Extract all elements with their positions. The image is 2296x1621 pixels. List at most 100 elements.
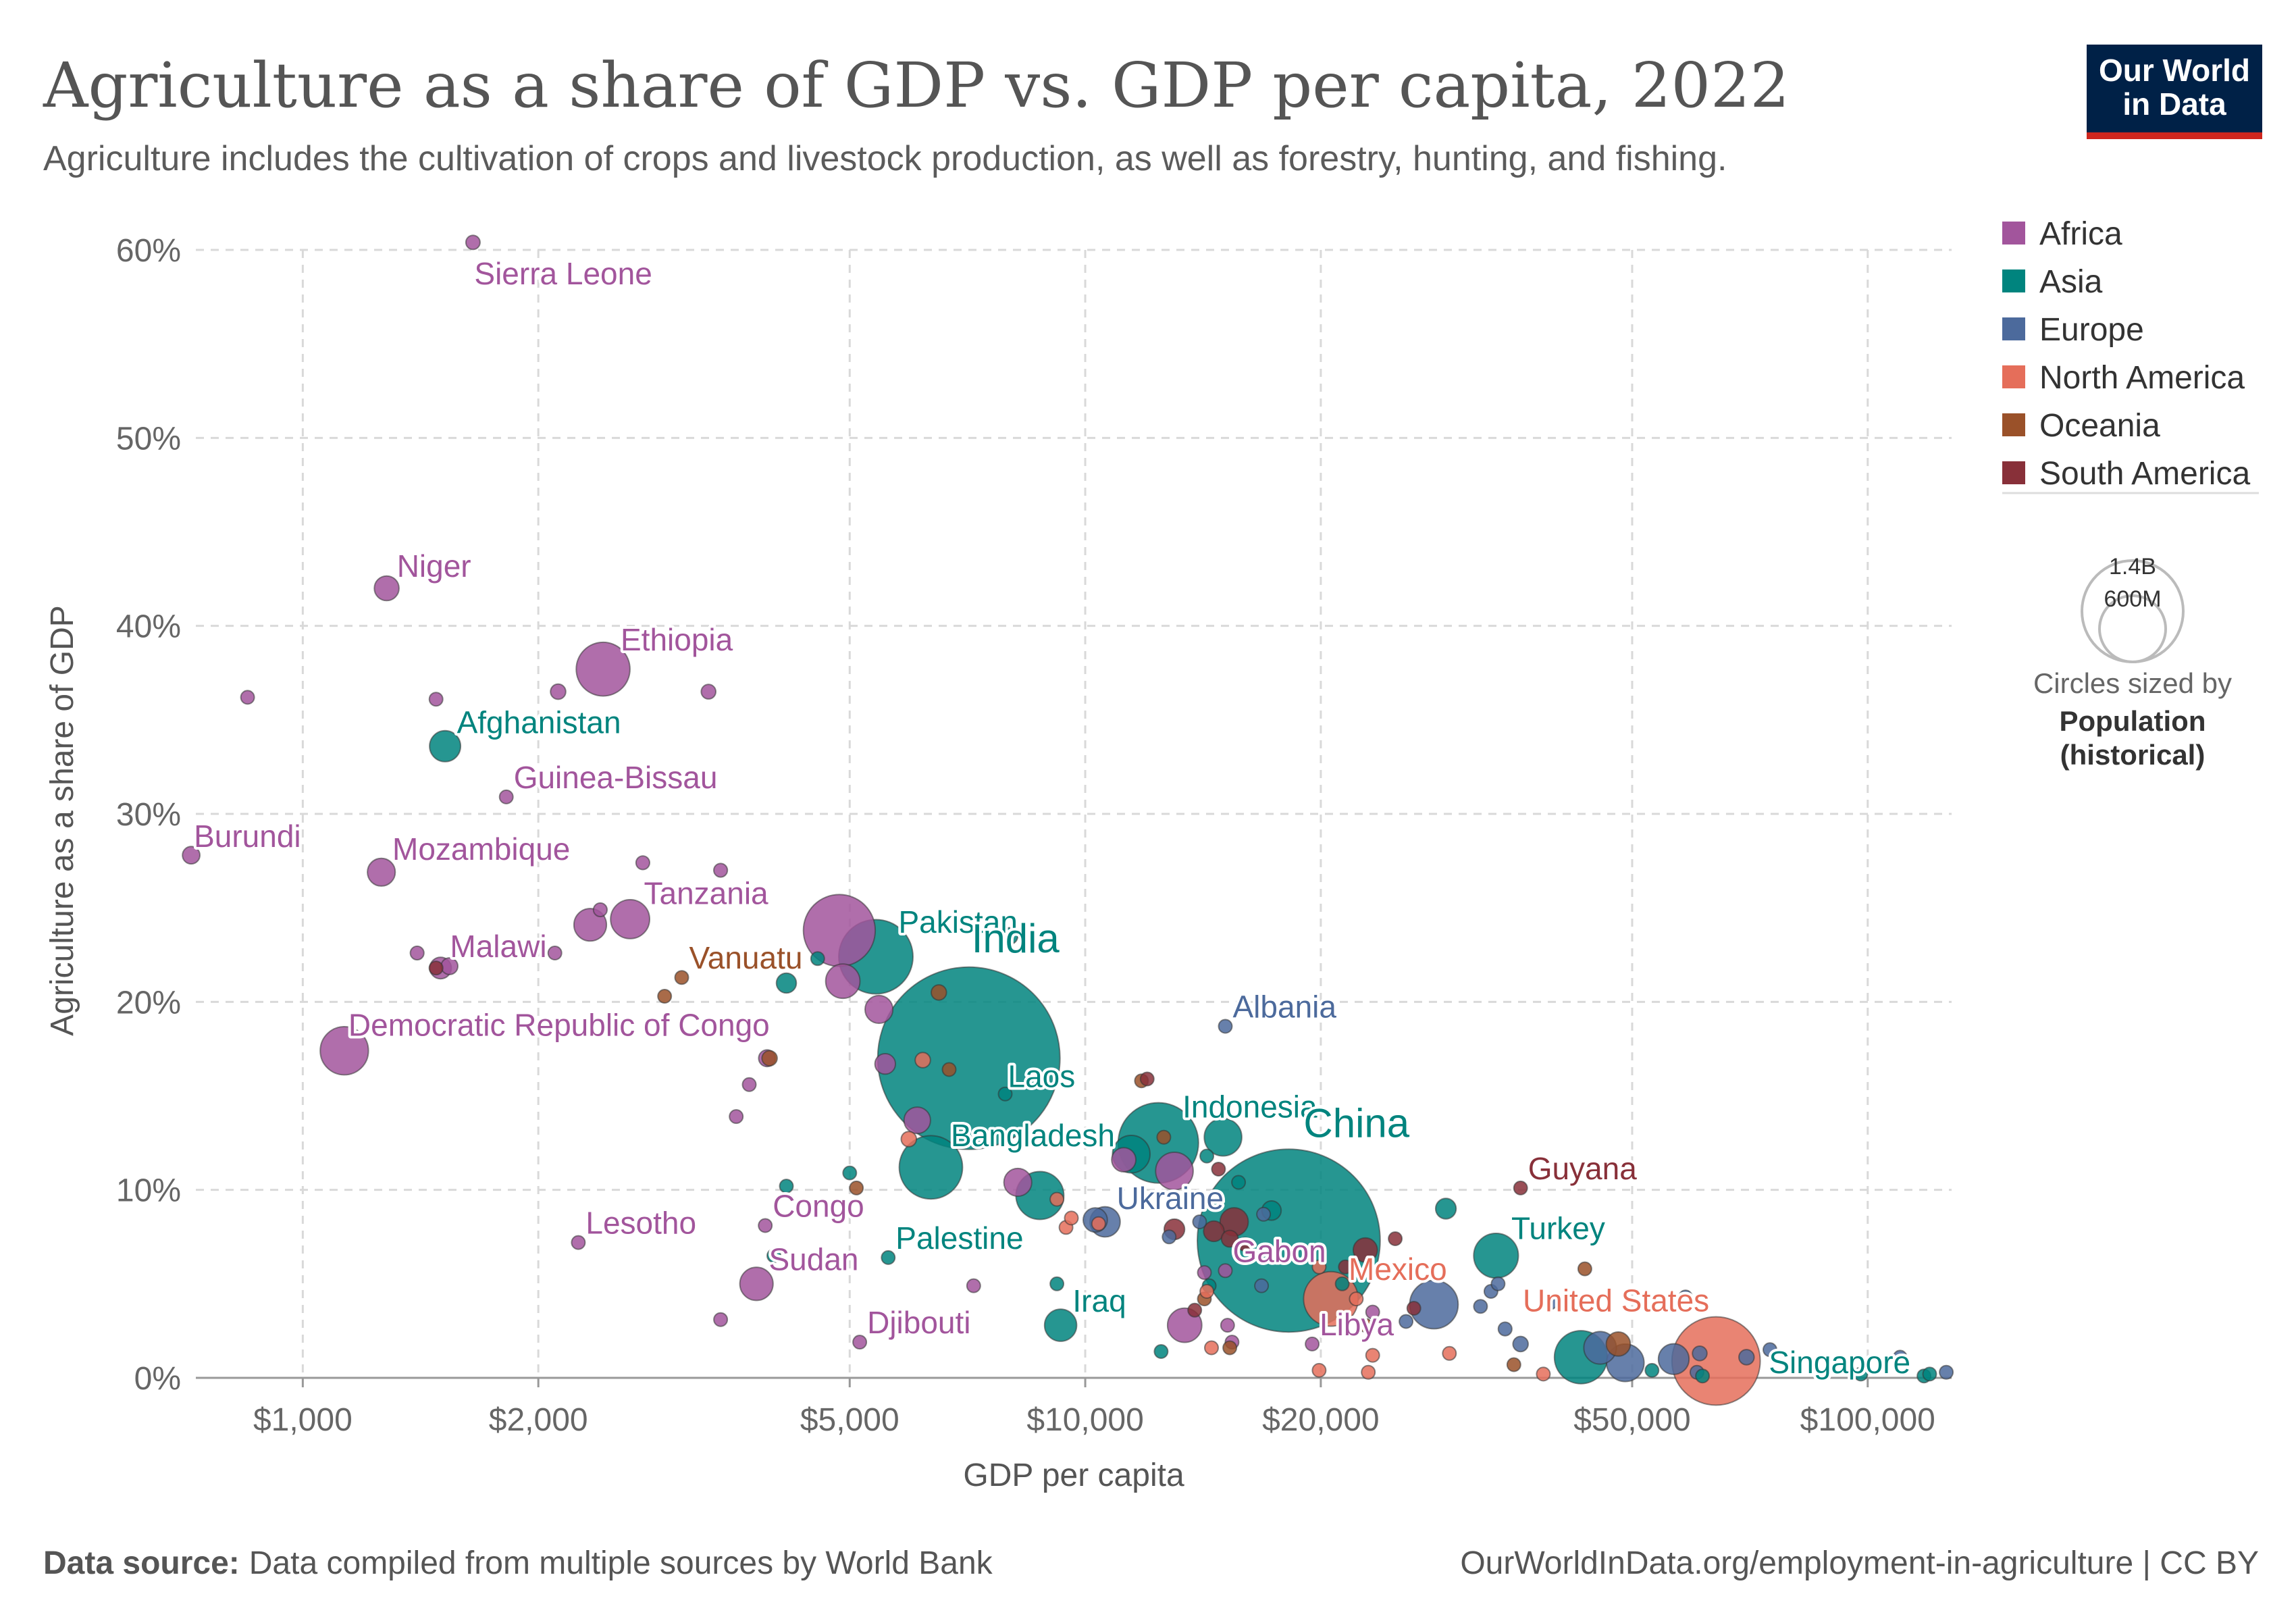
data-point[interactable] [1111, 1147, 1137, 1173]
point-djibouti[interactable] [852, 1335, 868, 1350]
data-point[interactable] [1361, 1364, 1376, 1380]
data-point[interactable] [550, 683, 567, 700]
point-sudan[interactable] [739, 1266, 774, 1302]
data-point[interactable] [779, 1179, 794, 1194]
point-afghanistan[interactable] [429, 729, 462, 763]
data-point[interactable] [1763, 1342, 1777, 1358]
data-point[interactable] [1222, 1340, 1238, 1356]
data-point[interactable] [1203, 1220, 1225, 1243]
data-point[interactable] [1003, 1167, 1033, 1198]
data-point[interactable] [1406, 1301, 1421, 1316]
data-point[interactable] [1892, 1349, 1908, 1365]
data-point[interactable] [864, 994, 894, 1025]
data-point[interactable] [1657, 1343, 1690, 1375]
point-congo[interactable] [758, 1218, 773, 1233]
data-point[interactable] [810, 951, 825, 967]
data-point[interactable] [1365, 1304, 1380, 1320]
data-point[interactable] [1338, 1259, 1353, 1275]
data-point[interactable] [1091, 1216, 1106, 1231]
data-point[interactable] [1692, 1345, 1708, 1362]
data-point[interactable] [931, 984, 947, 1001]
data-point[interactable] [1199, 1148, 1215, 1164]
data-point[interactable] [1644, 1362, 1660, 1378]
data-point[interactable] [849, 1180, 864, 1195]
data-point[interactable] [1939, 1364, 1954, 1380]
data-point[interactable] [1049, 1191, 1065, 1207]
data-point[interactable] [1357, 1318, 1373, 1333]
owid-logo[interactable]: Our World in Data [2087, 45, 2262, 139]
data-point[interactable] [1237, 1237, 1253, 1252]
data-point[interactable] [1211, 1162, 1226, 1177]
point-albania[interactable] [1218, 1019, 1233, 1034]
data-point[interactable] [1049, 1276, 1065, 1291]
data-point[interactable] [775, 972, 798, 994]
data-point[interactable] [1922, 1366, 1937, 1382]
data-point[interactable] [1605, 1331, 1632, 1357]
data-point[interactable] [700, 684, 716, 700]
point-niger[interactable] [373, 575, 400, 602]
data-point[interactable] [1352, 1237, 1378, 1263]
data-point[interactable] [1199, 1284, 1215, 1299]
point-libya[interactable] [1305, 1336, 1320, 1352]
data-point[interactable] [1203, 1117, 1243, 1157]
data-point[interactable] [592, 902, 608, 918]
data-point[interactable] [1577, 1261, 1592, 1277]
point-laos[interactable] [997, 1086, 1013, 1102]
data-point[interactable] [1365, 1347, 1380, 1363]
data-point[interactable] [657, 989, 673, 1004]
data-point[interactable] [428, 960, 444, 976]
data-point[interactable] [1192, 1214, 1207, 1229]
data-point[interactable] [1497, 1321, 1513, 1337]
data-point[interactable] [1678, 1289, 1693, 1305]
data-point[interactable] [966, 1278, 981, 1293]
data-point[interactable] [1139, 1071, 1155, 1087]
data-point[interactable] [428, 692, 444, 707]
point-democratic-republic-of-congo[interactable] [319, 1026, 369, 1076]
data-point[interactable] [1349, 1291, 1364, 1307]
point-guinea-bissau[interactable] [498, 789, 514, 804]
data-point[interactable] [713, 1312, 729, 1327]
point-palestine[interactable] [881, 1250, 896, 1265]
data-point[interactable] [1064, 1210, 1079, 1226]
data-point[interactable] [1220, 1229, 1239, 1248]
legend-item-south-america[interactable]: South America [2039, 456, 2250, 492]
data-point[interactable] [741, 1077, 757, 1092]
data-point[interactable] [1388, 1231, 1403, 1246]
point-sierra-leone[interactable] [465, 234, 481, 251]
data-point[interactable] [729, 1109, 744, 1125]
legend-item-north-america[interactable]: North America [2039, 360, 2245, 396]
legend-item-africa[interactable]: Africa [2039, 216, 2122, 252]
data-point[interactable] [240, 690, 255, 705]
data-point[interactable] [1542, 1295, 1558, 1310]
data-point[interactable] [941, 1062, 957, 1077]
point-mozambique[interactable] [367, 857, 396, 887]
data-point[interactable] [1153, 1344, 1169, 1359]
data-point[interactable] [1155, 1152, 1194, 1191]
data-point[interactable] [1220, 1318, 1235, 1333]
data-point[interactable] [1434, 1198, 1457, 1220]
legend-item-europe[interactable]: Europe [2039, 312, 2144, 348]
data-point[interactable] [1162, 1229, 1177, 1245]
data-point[interactable] [1187, 1302, 1203, 1318]
data-point[interactable] [1000, 927, 1019, 946]
point-vanuatu[interactable] [674, 970, 689, 985]
data-point[interactable] [842, 1165, 858, 1181]
data-point[interactable] [766, 1248, 781, 1264]
data-point[interactable] [1853, 1366, 1869, 1382]
data-point[interactable] [874, 1053, 897, 1075]
data-point[interactable] [825, 963, 861, 1000]
point-iraq[interactable] [1043, 1308, 1078, 1342]
source-url[interactable]: OurWorldInData.org/employment-in-agricul… [1460, 1545, 2259, 1581]
data-point[interactable] [713, 863, 729, 878]
data-point[interactable] [1738, 1349, 1755, 1366]
data-point[interactable] [1442, 1345, 1457, 1361]
point-bangladesh[interactable] [898, 1135, 964, 1200]
point-lesotho[interactable] [571, 1235, 586, 1250]
data-point[interactable] [635, 855, 651, 871]
point-gabon[interactable] [1218, 1263, 1233, 1279]
legend-item-asia[interactable]: Asia [2039, 264, 2103, 300]
data-point[interactable] [1399, 1314, 1414, 1329]
data-point[interactable] [1695, 1368, 1711, 1384]
point-ethiopia[interactable] [575, 641, 631, 697]
point-guyana[interactable] [1513, 1180, 1528, 1195]
